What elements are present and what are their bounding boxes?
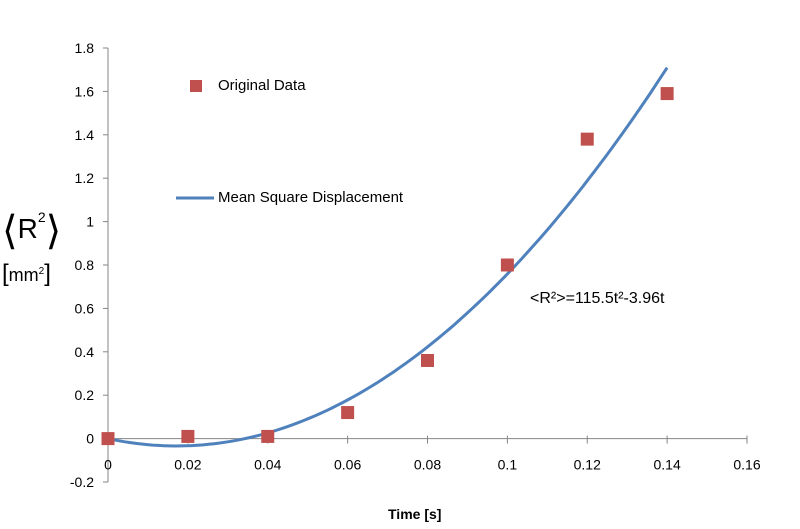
- data-point: [261, 429, 275, 443]
- y-unit-sup: 2: [38, 266, 45, 277]
- data-point: [500, 258, 514, 272]
- y-axis-unit: [mm2]: [2, 260, 51, 288]
- angle-right: ⟩: [45, 209, 62, 253]
- bracket-right: ]: [44, 260, 51, 287]
- y-label-symbol: R: [17, 213, 38, 244]
- msd-fit-line: [107, 66, 669, 448]
- y-label-sup: 2: [37, 209, 46, 225]
- x-tick-label: 0.08: [414, 457, 441, 473]
- y-axis-label: ⟨R2⟩: [2, 208, 61, 254]
- x-tick-label: 0.16: [733, 457, 760, 473]
- y-tick-label: 1.6: [75, 83, 95, 99]
- y-unit-text: mm: [8, 265, 39, 285]
- data-point: [421, 353, 434, 367]
- x-tick-label: 0.06: [334, 457, 361, 473]
- x-tick-label: 0.14: [654, 457, 681, 473]
- bracket-left: [: [2, 260, 9, 287]
- legend-label-original-data: Original Data: [218, 77, 306, 94]
- legend-label-msd: Mean Square Displacement: [218, 189, 404, 206]
- data-point: [101, 432, 115, 446]
- data-point: [181, 429, 195, 443]
- legend-marker-original-data: [190, 80, 202, 92]
- x-tick-label: 0.12: [574, 457, 601, 473]
- y-tick-label: 1: [86, 214, 94, 230]
- angle-left: ⟨: [2, 209, 18, 253]
- y-tick-label: 0.6: [75, 300, 95, 316]
- x-axis-label: Time [s]: [388, 506, 442, 522]
- x-tick-label: 0.04: [254, 457, 281, 473]
- data-point: [580, 132, 594, 146]
- y-tick-label: 0.2: [75, 387, 95, 403]
- y-tick-label: 0.4: [75, 344, 95, 360]
- y-tick-label: 0.8: [75, 257, 95, 273]
- x-tick-label: 0.1: [498, 457, 518, 473]
- y-tick-label: 1.4: [75, 127, 95, 143]
- x-tick-label: 0: [104, 457, 112, 473]
- data-point: [660, 87, 674, 101]
- y-tick-label: 1.8: [75, 40, 95, 56]
- x-tick-label: 0.02: [174, 457, 201, 473]
- y-tick-label: -0.2: [70, 474, 94, 490]
- data-point: [341, 406, 355, 420]
- y-tick-label: 0: [86, 431, 94, 447]
- equation-annotation: <R²>=115.5t²-3.96t: [530, 290, 665, 307]
- y-tick-label: 1.2: [75, 170, 95, 186]
